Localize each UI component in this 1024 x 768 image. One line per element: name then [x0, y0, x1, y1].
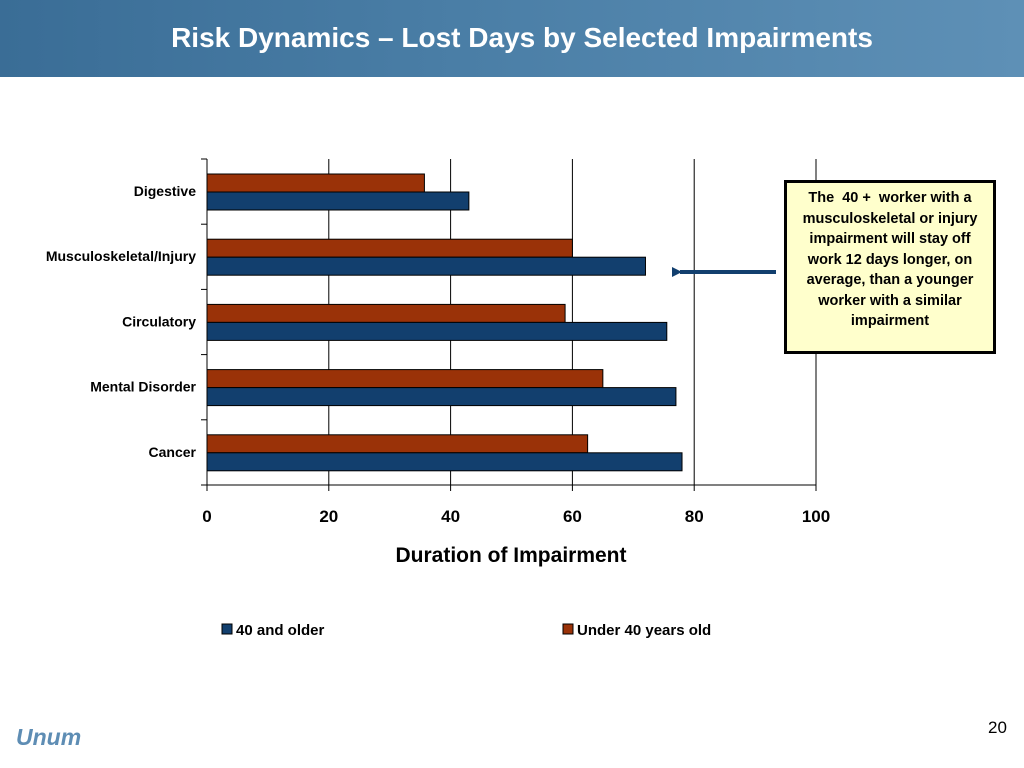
x-tick-label: 60: [563, 507, 582, 526]
category-label: Digestive: [134, 183, 196, 199]
bar-40-and-older: [206, 452, 683, 472]
bar-under-40: [206, 303, 566, 323]
x-tick-label: 80: [685, 507, 704, 526]
category-label: Circulatory: [122, 313, 196, 329]
x-axis-title: Duration of Impairment: [395, 544, 626, 567]
legend-label-40-and-older: 40 and older: [236, 622, 325, 639]
unum-logo: Unum: [16, 724, 82, 750]
legend-swatch-40-and-older: [221, 623, 233, 635]
chart-bars: [206, 173, 683, 472]
category-label: Mental Disorder: [90, 379, 196, 395]
bar-under-40: [206, 369, 604, 389]
legend-label-under-40: Under 40 years old: [577, 622, 711, 639]
x-tick-label: 0: [202, 507, 211, 526]
bar-40-and-older: [206, 321, 668, 341]
callout-box: The 40 + worker with a musculoskeletal o…: [784, 180, 996, 354]
slide-title: Risk Dynamics – Lost Days by Selected Im…: [171, 22, 873, 53]
category-label: Cancer: [149, 444, 197, 460]
x-tick-label: 40: [441, 507, 460, 526]
chart-legend: 40 and older Under 40 years old: [221, 622, 711, 639]
category-label: Musculoskeletal/Injury: [46, 248, 196, 264]
legend-swatch-under-40: [562, 623, 574, 635]
page-number: 20: [988, 718, 1007, 737]
bar-under-40: [206, 173, 425, 193]
bar-40-and-older: [206, 387, 677, 407]
bar-under-40: [206, 434, 589, 454]
x-tick-label: 20: [319, 507, 338, 526]
slide-header: Risk Dynamics – Lost Days by Selected Im…: [0, 0, 1024, 77]
x-tick-label: 100: [802, 507, 830, 526]
chart-labels: 0 20 40 60 80 100 Digestive Musculoskeletal/Inj…: [46, 183, 830, 526]
bar-under-40: [206, 238, 573, 258]
chart-axes: [201, 158, 817, 491]
bar-40-and-older: [206, 256, 646, 276]
bar-40-and-older: [206, 191, 470, 211]
